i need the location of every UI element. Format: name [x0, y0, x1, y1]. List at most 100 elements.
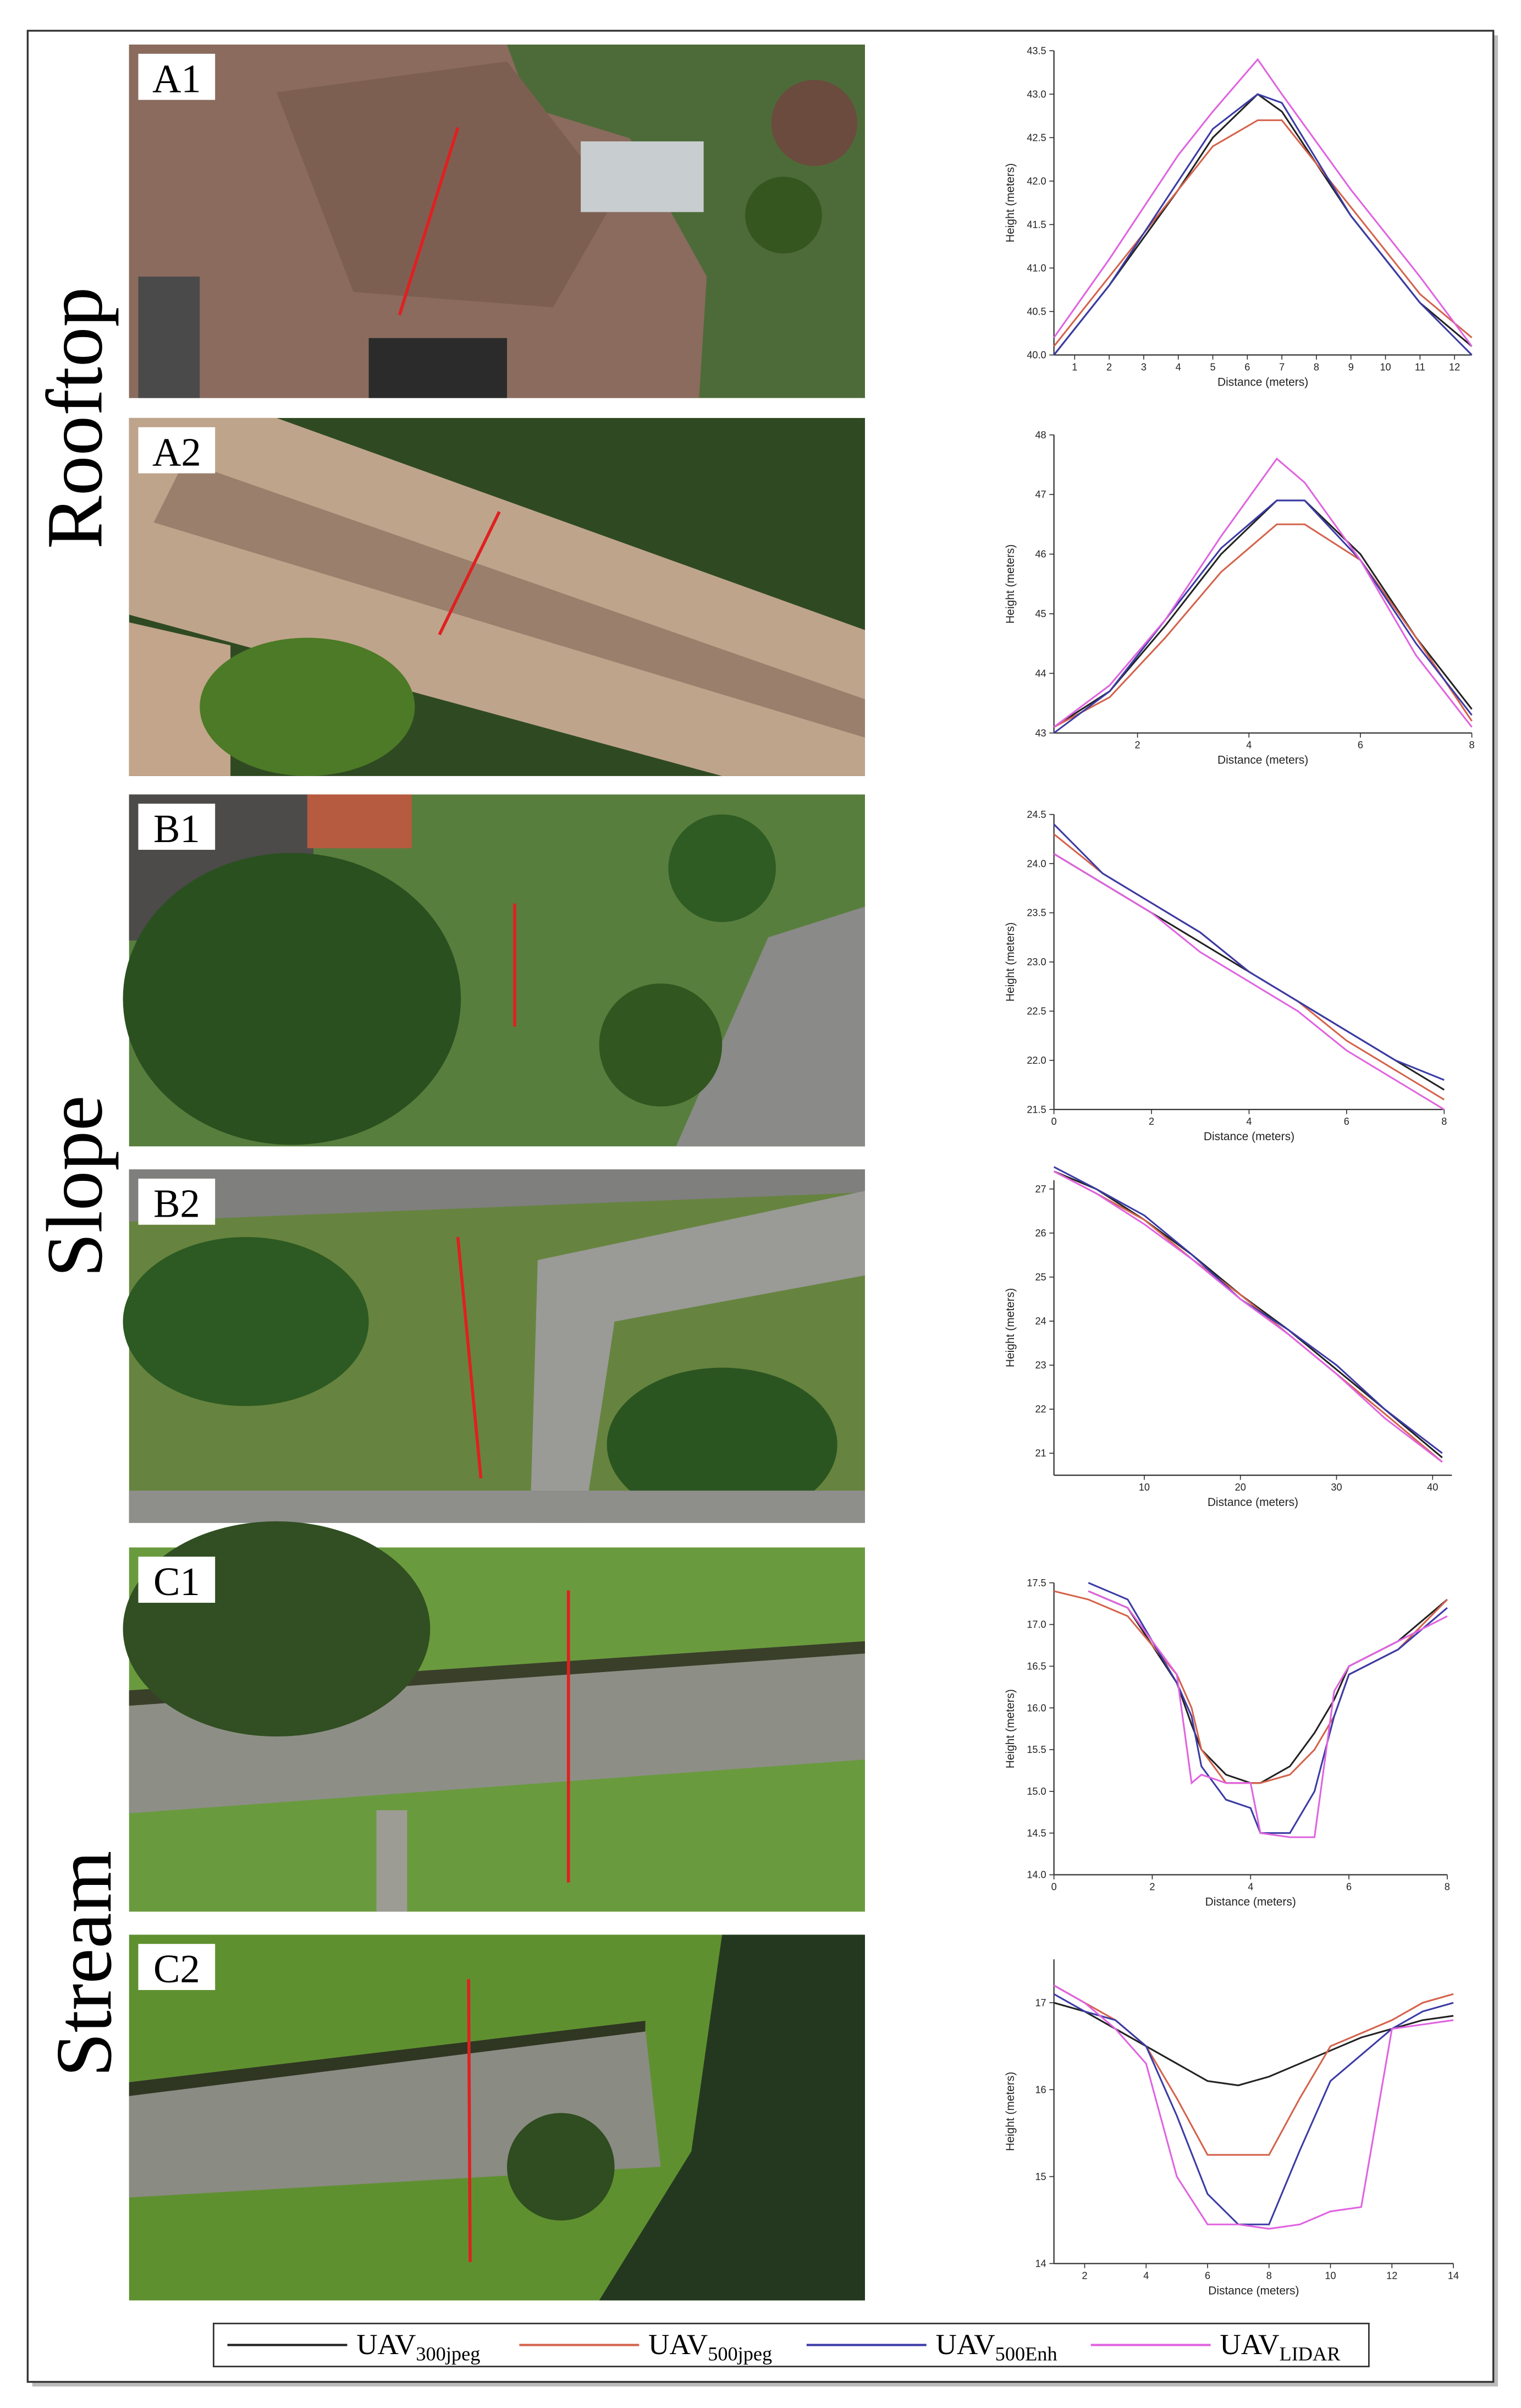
y-axis-label: Height (meters)	[1004, 1689, 1017, 1768]
legend-subscript: 500jpeg	[708, 2343, 772, 2365]
x-tick-label: 10	[1380, 361, 1391, 372]
x-tick-label: 0	[1051, 1116, 1057, 1127]
panel-label: A1	[152, 57, 201, 101]
y-tick-label: 16	[1035, 2084, 1046, 2095]
profile-lines	[398, 127, 570, 2262]
y-tick-label: 16.0	[1027, 1702, 1046, 1713]
x-tick-label: 30	[1331, 1482, 1342, 1493]
x-axis-label: Distance (meters)	[1217, 376, 1308, 388]
legend-text: UAV	[936, 2329, 995, 2361]
x-tick-label: 8	[1441, 1116, 1447, 1127]
y-tick-label: 23.0	[1027, 956, 1046, 967]
series-line	[1053, 1993, 1454, 2225]
x-axis-label: Distance (meters)	[1208, 2284, 1299, 2297]
x-tick-label: 4	[1246, 1116, 1252, 1127]
x-axis-label: Distance (meters)	[1208, 1496, 1298, 1509]
y-tick-label: 40.5	[1027, 306, 1046, 317]
y-tick-label: 41.5	[1027, 219, 1046, 230]
x-tick-label: 11	[1415, 361, 1425, 372]
y-tick-label: 43	[1035, 728, 1046, 739]
y-tick-label: 14	[1035, 2258, 1046, 2269]
x-tick-label: 4	[1248, 1881, 1253, 1892]
series-line	[1053, 58, 1473, 347]
y-axis-label: Height (meters)	[1004, 1288, 1017, 1367]
legend-label: UAV500jpeg	[648, 2329, 772, 2365]
series-line	[1053, 1170, 1443, 1463]
x-tick-label: 6	[1358, 740, 1363, 751]
series-line	[1053, 499, 1473, 734]
x-tick-label: 6	[1346, 1881, 1352, 1892]
y-tick-label: 24.0	[1027, 858, 1046, 869]
x-tick-label: 2	[1082, 2270, 1087, 2281]
x-tick-label: 8	[1469, 740, 1475, 751]
y-tick-label: 17.0	[1027, 1619, 1046, 1630]
panel-label: B1	[153, 806, 200, 851]
y-tick-label: 42.5	[1027, 132, 1046, 143]
x-tick-label: 0	[1051, 1881, 1057, 1892]
y-tick-label: 25	[1035, 1272, 1046, 1283]
x-tick-label: 8	[1445, 1881, 1450, 1892]
y-tick-label: 41.0	[1027, 262, 1046, 273]
legend-text: UAV	[1220, 2329, 1279, 2361]
y-axis-label: Height (meters)	[1004, 545, 1017, 624]
panel-label-box	[138, 804, 216, 850]
x-tick-label: 6	[1205, 2270, 1210, 2281]
y-tick-label: 21.5	[1027, 1104, 1046, 1115]
aerial-image	[129, 417, 865, 776]
profile-line	[467, 1979, 472, 2262]
y-tick-label: 21	[1035, 1448, 1046, 1459]
x-tick-label: 1	[1072, 361, 1077, 372]
x-tick-label: 8	[1314, 361, 1319, 372]
x-tick-label: 4	[1143, 2270, 1149, 2281]
legend-label: UAVLIDAR	[1220, 2329, 1341, 2365]
y-tick-label: 15.0	[1027, 1786, 1046, 1797]
y-tick-label: 24.5	[1027, 809, 1046, 820]
aerial-image	[129, 45, 865, 398]
y-tick-label: 45	[1035, 608, 1046, 619]
legend-text: UAV	[356, 2329, 416, 2361]
y-tick-label: 40.0	[1027, 350, 1046, 361]
series-line	[1053, 853, 1445, 1110]
x-tick-label: 14	[1448, 2270, 1459, 2281]
y-tick-label: 43.0	[1027, 89, 1046, 100]
series-line	[1053, 1984, 1454, 2230]
legend-label: UAV500Enh	[936, 2329, 1057, 2365]
legend-subscript: 300jpeg	[416, 2343, 480, 2365]
y-tick-label: 15.5	[1027, 1744, 1046, 1755]
x-tick-label: 7	[1279, 361, 1285, 372]
y-axis-label: Height (meters)	[1004, 2072, 1017, 2151]
series-line	[1053, 457, 1473, 728]
x-tick-label: 8	[1266, 2270, 1272, 2281]
x-tick-label: 2	[1149, 1881, 1155, 1892]
aerial-image	[123, 794, 865, 1147]
panel-label: C1	[153, 1559, 200, 1604]
y-tick-label: 43.5	[1027, 45, 1046, 56]
panel-label: C2	[153, 1947, 200, 1991]
aerial-image	[123, 1169, 865, 1523]
y-tick-label: 23	[1035, 1360, 1046, 1371]
x-tick-label: 10	[1139, 1482, 1150, 1493]
y-tick-label: 22.5	[1027, 1006, 1046, 1017]
panel-label-box	[138, 1944, 216, 1991]
x-tick-label: 2	[1149, 1116, 1154, 1127]
series-line	[1053, 823, 1445, 1081]
legend-subscript: 500Enh	[995, 2343, 1057, 2365]
y-tick-label: 44	[1035, 668, 1046, 679]
y-axis-label: Height (meters)	[1004, 922, 1017, 1002]
aerial-image	[123, 1521, 865, 1912]
profile-line	[456, 1236, 483, 1478]
series-line	[1088, 1590, 1448, 1838]
x-tick-label: 4	[1176, 361, 1181, 372]
x-axis-label: Distance (meters)	[1217, 754, 1308, 767]
y-tick-label: 15	[1035, 2171, 1046, 2182]
row-label: Rooftop	[31, 287, 119, 549]
legend-subscript: LIDAR	[1280, 2343, 1341, 2365]
panel-label: A2	[152, 430, 201, 475]
x-tick-label: 12	[1386, 2270, 1397, 2281]
profile-line	[398, 127, 460, 316]
panel-label: B2	[153, 1181, 200, 1226]
series-line	[1053, 1170, 1443, 1463]
y-tick-label: 14.5	[1027, 1828, 1046, 1839]
y-tick-label: 42.0	[1027, 175, 1046, 186]
